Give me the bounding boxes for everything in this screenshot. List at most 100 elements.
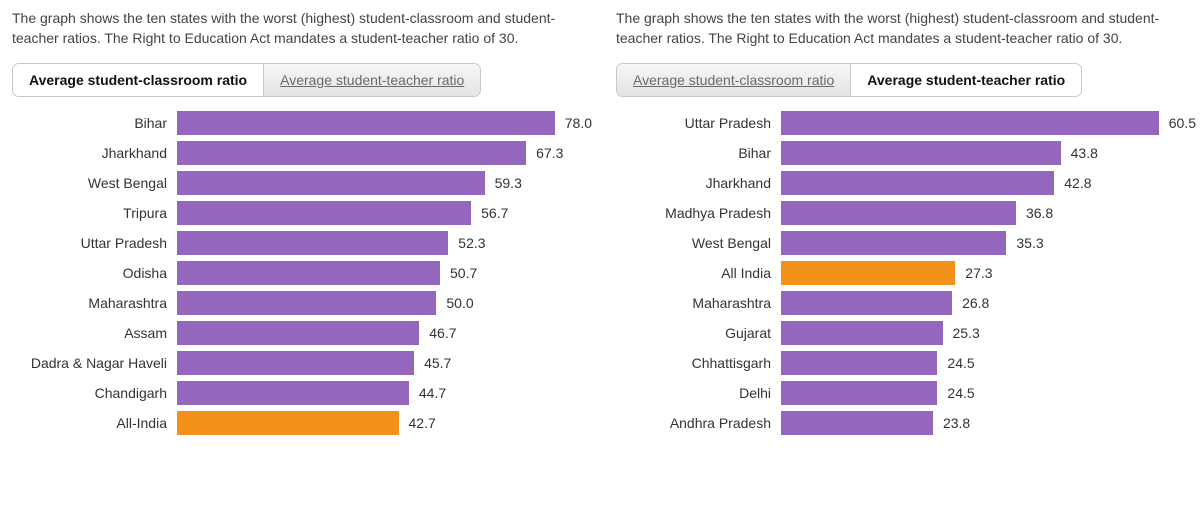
row-track: 67.3 bbox=[177, 141, 592, 165]
chart-row: Jharkhand67.3 bbox=[12, 141, 592, 165]
row-value: 35.3 bbox=[1016, 235, 1043, 251]
row-label: West Bengal bbox=[616, 235, 781, 251]
row-track: 36.8 bbox=[781, 201, 1196, 225]
row-value: 52.3 bbox=[458, 235, 485, 251]
row-value: 56.7 bbox=[481, 205, 508, 221]
chart-row: Dadra & Nagar Haveli45.7 bbox=[12, 351, 592, 375]
panel-teacher: The graph shows the ten states with the … bbox=[616, 8, 1196, 441]
bar bbox=[781, 141, 1061, 165]
row-track: 24.5 bbox=[781, 351, 1196, 375]
bar bbox=[781, 231, 1006, 255]
tabs-right: Average student-classroom ratio Average … bbox=[616, 63, 1082, 97]
row-label: Delhi bbox=[616, 385, 781, 401]
chart-row: Assam 46.7 bbox=[12, 321, 592, 345]
row-track: 56.7 bbox=[177, 201, 592, 225]
row-value: 78.0 bbox=[565, 115, 592, 131]
tabs-left: Average student-classroom ratio Average … bbox=[12, 63, 481, 97]
row-label: Assam bbox=[12, 325, 177, 341]
chart-row: Uttar Pradesh 60.5 bbox=[616, 111, 1196, 135]
bar bbox=[177, 231, 448, 255]
row-track: 27.3 bbox=[781, 261, 1196, 285]
bar bbox=[781, 261, 955, 285]
chart-row: Bihar 43.8 bbox=[616, 141, 1196, 165]
chart-row: All-India42.7 bbox=[12, 411, 592, 435]
row-value: 43.8 bbox=[1071, 145, 1098, 161]
chart-row: Chandigarh44.7 bbox=[12, 381, 592, 405]
bar bbox=[781, 411, 933, 435]
row-track: 78.0 bbox=[177, 111, 592, 135]
chart-row: Andhra Pradesh 23.8 bbox=[616, 411, 1196, 435]
row-label: Maharashtra bbox=[12, 295, 177, 311]
row-track: 42.7 bbox=[177, 411, 592, 435]
row-label: Odisha bbox=[12, 265, 177, 281]
chart-row: All India 27.3 bbox=[616, 261, 1196, 285]
row-value: 23.8 bbox=[943, 415, 970, 431]
chart-classroom: Bihar78.0Jharkhand67.3West Bengal59.3Tri… bbox=[12, 111, 592, 441]
chart-row: Gujarat25.3 bbox=[616, 321, 1196, 345]
chart-row: West Bengal59.3 bbox=[12, 171, 592, 195]
row-track: 42.8 bbox=[781, 171, 1196, 195]
row-value: 60.5 bbox=[1169, 115, 1196, 131]
bar bbox=[177, 291, 436, 315]
row-label: Bihar bbox=[12, 115, 177, 131]
row-track: 23.8 bbox=[781, 411, 1196, 435]
bar bbox=[781, 381, 937, 405]
row-value: 45.7 bbox=[424, 355, 451, 371]
chart-row: Bihar 78.0 bbox=[12, 111, 592, 135]
caption-left: The graph shows the ten states with the … bbox=[12, 8, 592, 49]
panels-container: The graph shows the ten states with the … bbox=[12, 8, 1188, 441]
chart-row: Jharkhand42.8 bbox=[616, 171, 1196, 195]
tab-classroom-right[interactable]: Average student-classroom ratio bbox=[617, 64, 850, 96]
chart-row: Odisha 50.7 bbox=[12, 261, 592, 285]
panel-classroom: The graph shows the ten states with the … bbox=[12, 8, 592, 441]
bar bbox=[781, 351, 937, 375]
row-track: 50.0 bbox=[177, 291, 592, 315]
row-value: 67.3 bbox=[536, 145, 563, 161]
row-label: Andhra Pradesh bbox=[616, 415, 781, 431]
tab-teacher-left[interactable]: Average student-teacher ratio bbox=[263, 64, 480, 96]
row-label: All-India bbox=[12, 415, 177, 431]
chart-row: West Bengal 35.3 bbox=[616, 231, 1196, 255]
row-value: 24.5 bbox=[947, 385, 974, 401]
row-label: Maharashtra bbox=[616, 295, 781, 311]
bar bbox=[177, 111, 555, 135]
row-track: 59.3 bbox=[177, 171, 592, 195]
bar bbox=[177, 381, 409, 405]
row-track: 43.8 bbox=[781, 141, 1196, 165]
row-track: 60.5 bbox=[781, 111, 1196, 135]
row-value: 42.8 bbox=[1064, 175, 1091, 191]
row-value: 46.7 bbox=[429, 325, 456, 341]
bar bbox=[177, 351, 414, 375]
chart-row: Maharashtra50.0 bbox=[12, 291, 592, 315]
bar bbox=[177, 411, 399, 435]
row-track: 26.8 bbox=[781, 291, 1196, 315]
row-label: Chandigarh bbox=[12, 385, 177, 401]
row-value: 24.5 bbox=[947, 355, 974, 371]
bar bbox=[781, 171, 1054, 195]
bar bbox=[781, 201, 1016, 225]
row-value: 26.8 bbox=[962, 295, 989, 311]
bar bbox=[177, 261, 440, 285]
row-label: Gujarat bbox=[616, 325, 781, 341]
row-label: Uttar Pradesh bbox=[616, 115, 781, 131]
chart-row: Delhi 24.5 bbox=[616, 381, 1196, 405]
bar bbox=[781, 321, 943, 345]
row-value: 27.3 bbox=[965, 265, 992, 281]
tab-teacher-right[interactable]: Average student-teacher ratio bbox=[850, 64, 1081, 96]
chart-row: Madhya Pradesh 36.8 bbox=[616, 201, 1196, 225]
row-label: Bihar bbox=[616, 145, 781, 161]
row-value: 50.7 bbox=[450, 265, 477, 281]
bar bbox=[177, 201, 471, 225]
row-value: 36.8 bbox=[1026, 205, 1053, 221]
caption-right: The graph shows the ten states with the … bbox=[616, 8, 1196, 49]
row-track: 44.7 bbox=[177, 381, 592, 405]
row-label: Uttar Pradesh bbox=[12, 235, 177, 251]
chart-teacher: Uttar Pradesh 60.5 Bihar 43.8 Jharkhand42.8 M… bbox=[616, 111, 1196, 441]
row-track: 35.3 bbox=[781, 231, 1196, 255]
row-track: 45.7 bbox=[177, 351, 592, 375]
row-track: 46.7 bbox=[177, 321, 592, 345]
bar bbox=[177, 321, 419, 345]
row-label: All India bbox=[616, 265, 781, 281]
tab-classroom-left[interactable]: Average student-classroom ratio bbox=[13, 64, 263, 96]
row-label: Madhya Pradesh bbox=[616, 205, 781, 221]
